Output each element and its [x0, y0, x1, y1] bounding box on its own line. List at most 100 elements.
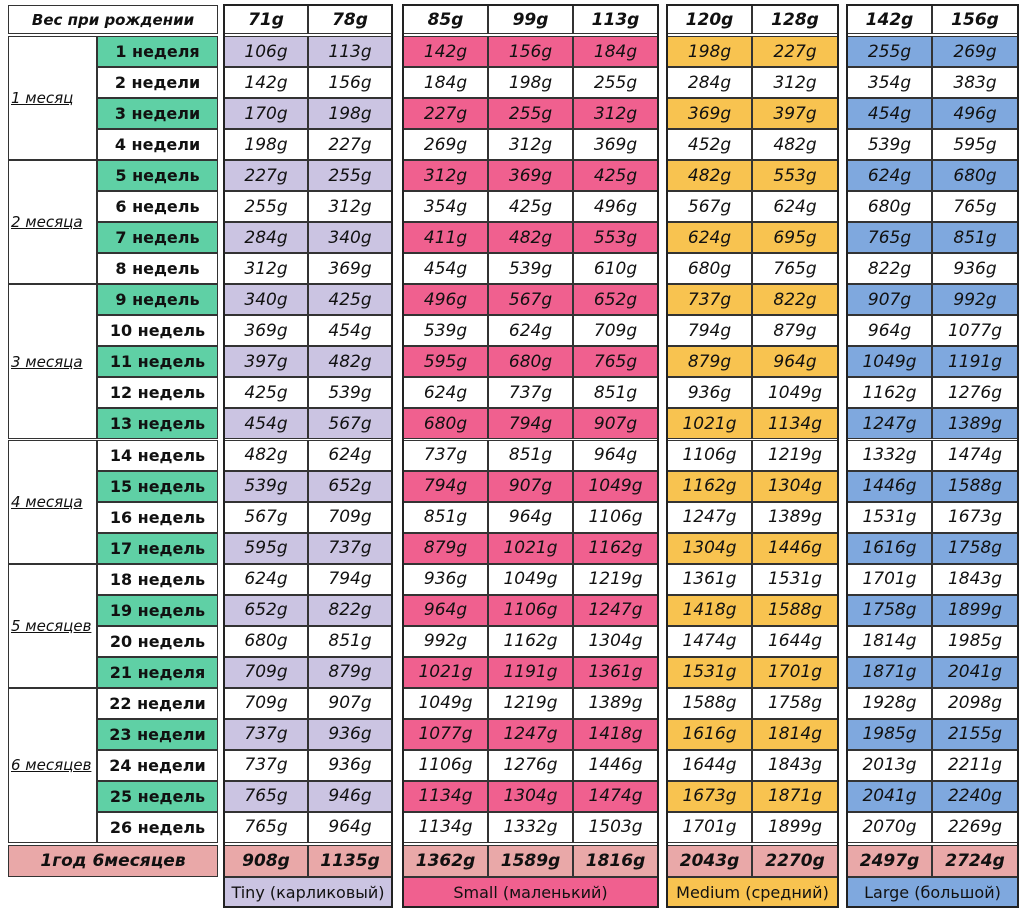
weight-cell: 1106g [667, 439, 752, 471]
weight-cell: 1814g [752, 718, 838, 750]
weight-cell: 539g [403, 315, 488, 347]
size-label: Medium (средний) [667, 877, 838, 907]
weight-cell: 1162g [667, 470, 752, 502]
weight-cell: 539g [308, 377, 392, 409]
weight-cell: 539g [224, 470, 308, 502]
weight-cell: 680g [224, 625, 308, 657]
weight-cell: 794g [488, 408, 573, 440]
weight-cell: 1644g [667, 749, 752, 781]
final-cell: 1362g [403, 845, 488, 877]
weight-cell: 1332g [488, 811, 573, 843]
weight-cell: 184g [403, 67, 488, 99]
weight-cell: 1247g [667, 501, 752, 533]
weight-cell: 851g [403, 501, 488, 533]
weight-cell: 765g [224, 811, 308, 843]
weight-cell: 1247g [488, 718, 573, 750]
weight-cell: 1049g [847, 346, 932, 378]
weight-cell: 2240g [932, 780, 1018, 812]
weight-cell: 851g [573, 377, 658, 409]
weight-cell: 452g [667, 129, 752, 161]
week-label: 16 недель [97, 501, 218, 533]
column-header: 128g [752, 5, 838, 34]
weight-cell: 227g [752, 36, 838, 68]
weight-cell: 964g [847, 315, 932, 347]
weight-cell: 1616g [847, 532, 932, 564]
week-label: 11 недель [97, 346, 218, 378]
week-label: 1 неделя [97, 36, 218, 68]
weight-cell: 397g [224, 346, 308, 378]
weight-cell: 1021g [488, 532, 573, 564]
weight-cell: 369g [573, 129, 658, 161]
weight-cell: 397g [752, 98, 838, 130]
weight-cell: 680g [847, 191, 932, 223]
weight-cell: 907g [488, 470, 573, 502]
week-label: 8 недель [97, 253, 218, 285]
weight-cell: 156g [488, 36, 573, 68]
weight-cell: 1049g [752, 377, 838, 409]
weight-cell: 1049g [488, 563, 573, 595]
week-label: 21 неделя [97, 656, 218, 688]
weight-cell: 737g [308, 532, 392, 564]
weight-cell: 946g [308, 780, 392, 812]
weight-cell: 652g [573, 284, 658, 316]
weight-cell: 1474g [573, 780, 658, 812]
weight-cell: 425g [308, 284, 392, 316]
weight-cell: 553g [573, 222, 658, 254]
weight-cell: 1049g [403, 687, 488, 719]
weight-cell: 1928g [847, 687, 932, 719]
weight-cell: 454g [403, 253, 488, 285]
weight-cell: 284g [667, 67, 752, 99]
weight-cell: 1814g [847, 625, 932, 657]
weight-cell: 765g [224, 780, 308, 812]
weight-cell: 964g [488, 501, 573, 533]
weight-cell: 1162g [573, 532, 658, 564]
weight-cell: 113g [308, 36, 392, 68]
weight-cell: 879g [752, 315, 838, 347]
week-label: 17 недель [97, 532, 218, 564]
weight-cell: 255g [847, 36, 932, 68]
column-header: 156g [932, 5, 1018, 34]
final-cell: 2724g [932, 845, 1018, 877]
weight-cell: 1049g [573, 470, 658, 502]
weight-cell: 794g [308, 563, 392, 595]
weight-cell: 624g [752, 191, 838, 223]
weight-cell: 553g [752, 160, 838, 192]
week-label: 10 недель [97, 315, 218, 347]
weight-cell: 411g [403, 222, 488, 254]
weight-cell: 1276g [488, 749, 573, 781]
weight-cell: 1474g [667, 625, 752, 657]
weight-cell: 454g [224, 408, 308, 440]
size-label: Tiny (карликовый) [224, 877, 392, 907]
weight-cell: 737g [224, 718, 308, 750]
weight-cell: 539g [847, 129, 932, 161]
final-cell: 1589g [488, 845, 573, 877]
week-label: 4 недели [97, 129, 218, 161]
weight-cell: 369g [667, 98, 752, 130]
week-label: 7 недель [97, 222, 218, 254]
week-label: 25 недель [97, 780, 218, 812]
weight-cell: 1191g [932, 346, 1018, 378]
weight-cell: 851g [488, 439, 573, 471]
weight-cell: 624g [667, 222, 752, 254]
weight-cell: 2041g [847, 780, 932, 812]
week-label: 5 недель [97, 160, 218, 192]
weight-cell: 709g [224, 687, 308, 719]
weight-cell: 709g [224, 656, 308, 688]
weight-cell: 198g [224, 129, 308, 161]
weight-cell: 765g [573, 346, 658, 378]
column-header: 85g [403, 5, 488, 34]
weight-cell: 1389g [932, 408, 1018, 440]
weight-cell: 680g [932, 160, 1018, 192]
weight-cell: 1304g [667, 532, 752, 564]
weight-cell: 907g [573, 408, 658, 440]
weight-cell: 255g [573, 67, 658, 99]
weight-cell: 992g [932, 284, 1018, 316]
week-label: 13 недель [97, 408, 218, 440]
weight-cell: 1191g [488, 656, 573, 688]
weight-cell: 695g [752, 222, 838, 254]
final-cell: 908g [224, 845, 308, 877]
weight-cell: 907g [308, 687, 392, 719]
weight-cell: 2041g [932, 656, 1018, 688]
weight-cell: 1701g [847, 563, 932, 595]
month-label: 2 месяца [8, 160, 97, 285]
